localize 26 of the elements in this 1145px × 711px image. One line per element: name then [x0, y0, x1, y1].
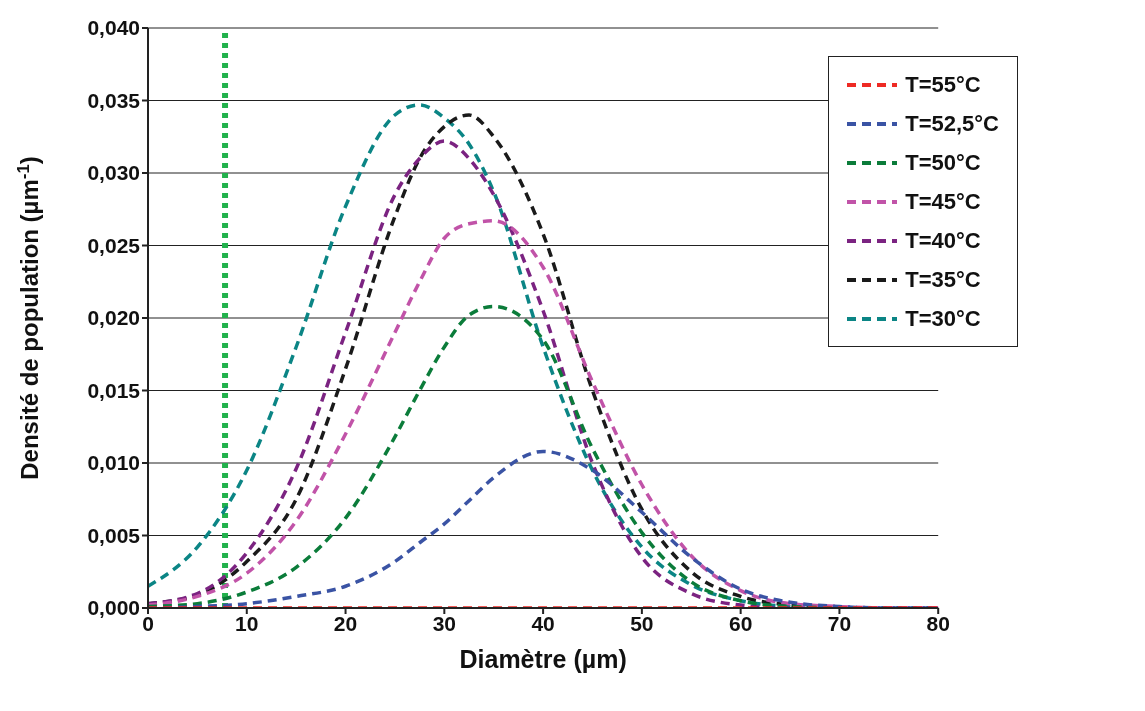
- x-tick-label: 30: [432, 611, 457, 635]
- legend-label: T=52,5°C: [905, 110, 999, 137]
- x-tick-label: 20: [333, 611, 358, 635]
- y-tick-label: 0,035: [87, 88, 141, 112]
- legend-label: T=45°C: [905, 188, 981, 215]
- y-tick-label: 0,020: [87, 306, 140, 330]
- x-tick-label: 50: [630, 611, 654, 635]
- x-tick-label: 60: [728, 611, 753, 635]
- legend-label: T=40°C: [905, 227, 981, 254]
- legend-label: T=35°C: [905, 266, 981, 293]
- x-tick-label: 0: [142, 611, 154, 635]
- y-tick-label: 0,015: [87, 378, 141, 402]
- y-tick-label: 0,030: [87, 161, 140, 185]
- x-tick-label: 80: [926, 611, 950, 635]
- y-tick-label: 0,000: [87, 596, 140, 620]
- x-tick-label: 70: [827, 611, 852, 635]
- y-tick-label: 0,010: [87, 451, 140, 475]
- x-axis-title: Diamètre (µm): [459, 645, 627, 673]
- y-tick-label: 0,025: [87, 233, 141, 257]
- legend-label: T=55°C: [905, 71, 981, 98]
- x-tick-label: 10: [235, 611, 259, 635]
- legend-label: T=30°C: [905, 305, 981, 332]
- legend-label: T=50°C: [905, 149, 981, 176]
- x-tick-label: 40: [531, 611, 555, 635]
- y-tick-label: 0,005: [87, 523, 141, 547]
- y-tick-label: 0,040: [87, 16, 140, 40]
